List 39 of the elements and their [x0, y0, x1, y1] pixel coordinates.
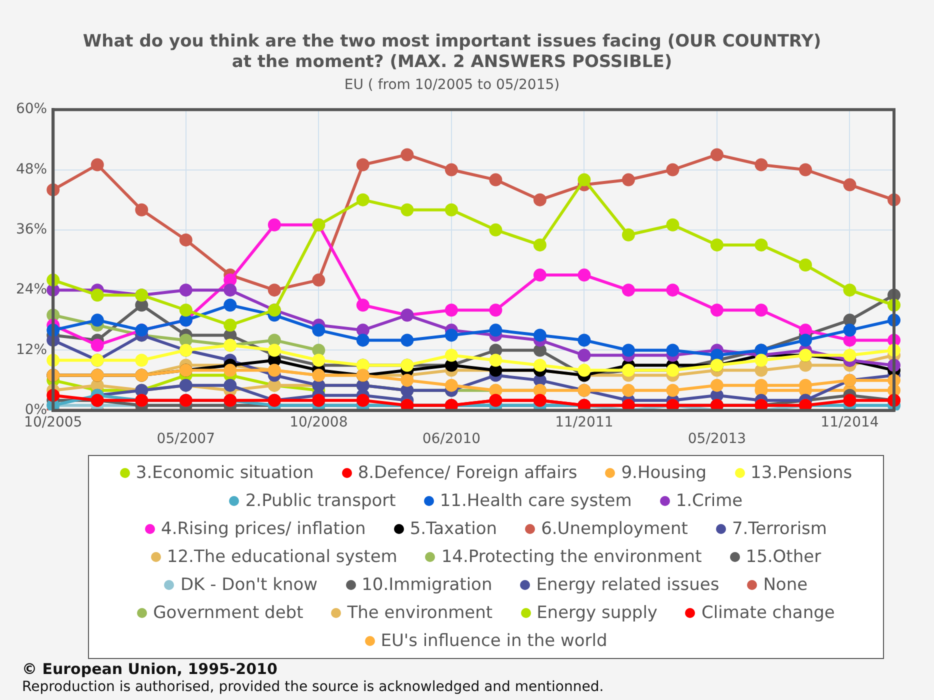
legend-label: Government debt — [152, 602, 304, 625]
legend-label: Climate change — [700, 602, 835, 625]
y-tick-label: 12% — [16, 342, 48, 358]
legend-label: 13.Pensions — [750, 462, 852, 485]
text: Reproduction is authorised, provided the source is acknowledged and mentionned. — [22, 678, 604, 696]
legend-label: The environment — [346, 602, 493, 625]
legend-label: DK - Don't know — [179, 574, 318, 597]
legend-label: 15.Other — [744, 546, 822, 569]
y-tick-label: 60% — [16, 101, 48, 118]
x-tick-label: 10/2008 — [290, 414, 348, 430]
x-tick-label: 10/2005 — [24, 414, 82, 430]
x-tick-label: 11/2011 — [555, 414, 614, 430]
y-tick-label: 24% — [16, 282, 48, 298]
legend-label: 2.Public transport — [244, 490, 396, 513]
x-tick-label: 06/2010 — [422, 431, 481, 448]
legend-label: 11.Health care system — [438, 490, 632, 513]
legend-label: 12.The educational system — [166, 546, 398, 569]
x-tick-label: 05/2007 — [156, 431, 215, 448]
legend-label: 3.Economic situation — [134, 462, 314, 485]
legend-label: 8.Defence/ Foreign affairs — [356, 462, 578, 485]
legend-label: 6.Unemployment — [540, 518, 688, 541]
legend-label: EU's influence in the world — [380, 630, 608, 653]
legend-label: 5.Taxation — [408, 518, 498, 541]
chart-title: What do you think are the two most important issues facing (OUR COUNTRY) at the moment? (MAX. 2 ANSWERS POSSIBLE) — [82, 32, 822, 72]
legend-label: None — [762, 574, 808, 597]
legend-label: 14.Protecting the environment — [440, 546, 702, 569]
legend-label: Energy related issues — [535, 574, 720, 597]
chart-subtitle: EU ( from 10/2005 to 05/2015) — [344, 76, 560, 93]
legend-label: 7.Terrorism — [730, 518, 827, 541]
legend-label: 10.Immigration — [360, 574, 492, 597]
y-tick-label: 36% — [16, 222, 48, 238]
y-tick-label: 48% — [16, 161, 48, 178]
x-tick-label: 11/2014 — [820, 414, 879, 430]
x-tick-label: 05/2013 — [688, 431, 746, 448]
text: © European Union, 1995-2010 — [22, 660, 278, 678]
legend-label: 4.Rising prices/ inflation — [160, 518, 366, 541]
legend-label: 1.Crime — [674, 490, 743, 513]
legend-label: Energy supply — [536, 602, 658, 625]
legend-label: 9.Housing — [620, 462, 707, 485]
